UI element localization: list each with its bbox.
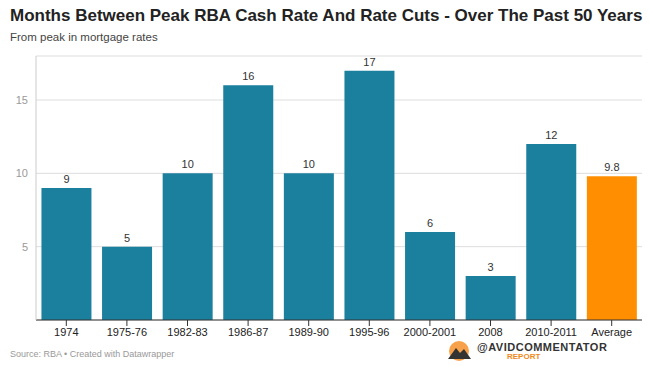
svg-text:9.8: 9.8 <box>604 161 619 173</box>
svg-text:15: 15 <box>16 94 28 106</box>
html-text:From peak in mortgage rates: From peak in mortgage rates <box>10 31 158 43</box>
svg-text:Average: Average <box>591 326 632 338</box>
svg-text:2008: 2008 <box>478 326 502 338</box>
svg-text:9: 9 <box>63 173 69 185</box>
svg-text:16: 16 <box>242 70 254 82</box>
svg-text:1986-87: 1986-87 <box>228 326 268 338</box>
svg-text:10: 10 <box>182 158 194 170</box>
svg-text:1974: 1974 <box>54 326 78 338</box>
svg-text:1989-90: 1989-90 <box>289 326 329 338</box>
svg-text:2000-2001: 2000-2001 <box>404 326 457 338</box>
svg-text:2010-2011: 2010-2011 <box>525 326 577 338</box>
html-text:Source: RBA • Created with Dat: Source: RBA • Created with Datawrapper <box>10 349 175 359</box>
svg-text:1995-96: 1995-96 <box>349 326 389 338</box>
svg-text:17: 17 <box>363 56 375 68</box>
svg-text:10: 10 <box>16 167 28 179</box>
svg-text:6: 6 <box>427 217 433 229</box>
svg-text:10: 10 <box>303 158 315 170</box>
svg-text:5: 5 <box>124 232 130 244</box>
svg-text:12: 12 <box>545 129 557 141</box>
svg-text:1982-83: 1982-83 <box>167 326 207 338</box>
svg-text:1975-76: 1975-76 <box>107 326 147 338</box>
html-text:REPORT: REPORT <box>507 351 541 361</box>
svg-text:5: 5 <box>22 241 28 253</box>
html-text:@AVIDCOMMENTATOR: @AVIDCOMMENTATOR <box>477 340 608 353</box>
html-text:Months Between Peak RBA Cash R: Months Between Peak RBA Cash Rate And Ra… <box>10 6 643 25</box>
svg-text:3: 3 <box>488 261 494 273</box>
